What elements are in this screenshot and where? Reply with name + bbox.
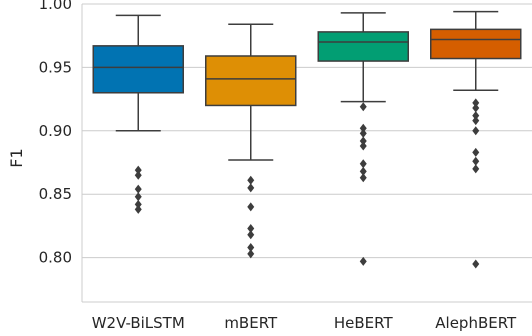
outlier-point	[359, 159, 367, 169]
iqr-box	[92, 45, 184, 94]
box-alephbert	[430, 10, 522, 269]
outlier-point	[134, 204, 142, 214]
outlier-point	[247, 242, 255, 252]
boxes-group	[92, 10, 522, 269]
y-tick-label: 0.95	[39, 58, 72, 76]
x-tick-label: HeBERT	[334, 314, 394, 332]
iqr-box	[317, 31, 409, 62]
outlier-point	[359, 141, 367, 151]
outlier-point	[359, 123, 367, 133]
y-tick-label: 0.85	[39, 185, 72, 203]
outlier-point	[359, 102, 367, 112]
y-tick-label: 0.90	[39, 122, 72, 140]
outlier-point	[247, 183, 255, 193]
outlier-point	[247, 223, 255, 233]
outlier-point	[247, 249, 255, 259]
outlier-point	[359, 166, 367, 176]
outlier-point	[359, 173, 367, 183]
x-tick-label: W2V-BiLSTM	[92, 314, 185, 332]
x-tick-label: AlephBERT	[435, 314, 517, 332]
outlier-point	[472, 103, 480, 113]
iqr-box	[430, 28, 522, 60]
box-w2v-bilstm	[92, 14, 184, 214]
outlier-point	[472, 98, 480, 108]
x-tick-labels: W2V-BiLSTM mBERT HeBERT AlephBERT	[92, 314, 517, 332]
outlier-point	[134, 165, 142, 175]
outlier-point	[134, 170, 142, 180]
axes-group	[81, 4, 532, 303]
outlier-point	[472, 147, 480, 157]
outlier-point	[359, 256, 367, 266]
box-hebert	[317, 12, 409, 266]
y-tick-label: 1.00	[39, 0, 72, 13]
outlier-point	[472, 156, 480, 166]
outlier-point	[247, 202, 255, 212]
outlier-point	[134, 199, 142, 209]
outlier-point	[134, 184, 142, 194]
outlier-point	[359, 128, 367, 138]
outlier-point	[472, 259, 480, 269]
outlier-point	[134, 192, 142, 202]
outlier-point	[472, 116, 480, 126]
box-mbert	[205, 23, 297, 259]
outlier-point	[247, 175, 255, 185]
y-axis-label: F1	[7, 148, 26, 167]
x-tick-label: mBERT	[224, 314, 278, 332]
outlier-point	[472, 164, 480, 174]
outlier-point	[472, 126, 480, 136]
outlier-point	[472, 111, 480, 121]
y-tick-labels: 0.80 0.85 0.90 0.95 1.00	[39, 0, 72, 267]
y-tick-label: 0.80	[39, 249, 72, 267]
iqr-box	[205, 55, 297, 107]
outlier-point	[247, 230, 255, 240]
outlier-point	[359, 136, 367, 146]
